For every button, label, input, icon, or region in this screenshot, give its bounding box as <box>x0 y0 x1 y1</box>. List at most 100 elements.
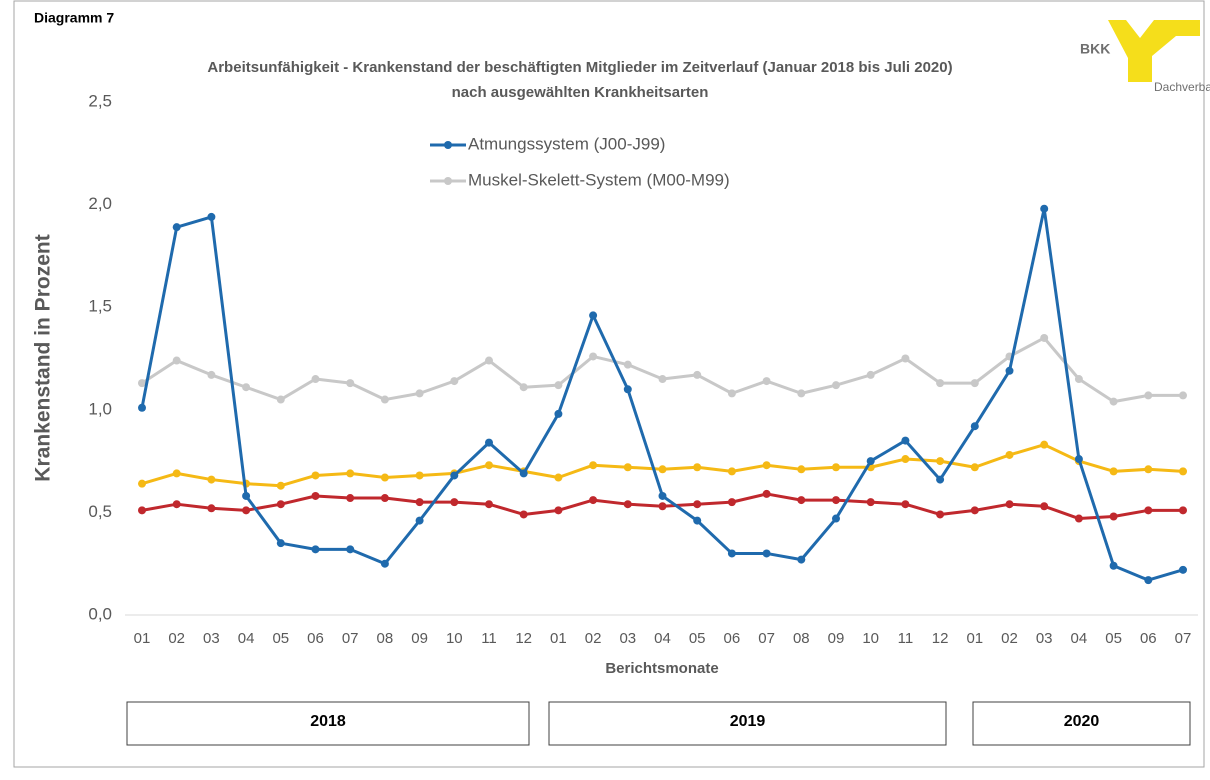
legend-marker <box>444 177 452 185</box>
data-point <box>519 510 528 519</box>
x-tick-label: 12 <box>932 630 949 647</box>
data-point <box>311 491 320 500</box>
data-point <box>623 463 632 472</box>
data-point <box>623 360 632 369</box>
data-point <box>936 457 945 466</box>
data-point <box>172 223 181 232</box>
data-point <box>658 375 667 384</box>
data-point <box>311 545 320 554</box>
y-tick-label: 1,0 <box>88 399 112 418</box>
data-point <box>172 469 181 478</box>
data-point <box>242 383 251 392</box>
data-point <box>311 375 320 384</box>
data-point <box>832 496 840 505</box>
x-tick-label: 02 <box>585 630 602 647</box>
data-point <box>693 370 702 379</box>
legend-label: Muskel-Skelett-System (M00-M99) <box>468 170 730 189</box>
x-tick-label: 01 <box>134 630 151 647</box>
data-point <box>1109 397 1118 406</box>
x-tick-label: 12 <box>515 630 532 647</box>
data-point <box>901 455 910 464</box>
data-point <box>866 498 875 507</box>
data-point <box>1144 576 1153 585</box>
data-point <box>1040 502 1049 511</box>
data-point <box>936 475 945 484</box>
data-point <box>346 494 355 503</box>
data-point <box>1040 333 1049 342</box>
data-point <box>519 469 528 478</box>
data-point <box>415 516 424 525</box>
data-point <box>1005 500 1014 509</box>
logo-subtitle: Dachverband <box>1154 80 1210 94</box>
data-point <box>1179 467 1187 476</box>
x-tick-label: 03 <box>203 630 220 647</box>
data-point <box>901 500 910 509</box>
data-point <box>380 559 389 568</box>
data-point <box>172 356 181 365</box>
data-point <box>554 506 563 515</box>
data-point <box>138 379 146 388</box>
x-tick-label: 04 <box>238 630 255 647</box>
data-point <box>242 506 251 515</box>
year-label: 2020 <box>1064 713 1100 730</box>
year-box <box>548 701 947 746</box>
data-point <box>762 461 771 470</box>
data-point <box>450 498 459 507</box>
data-point <box>762 549 771 558</box>
data-point <box>658 502 667 511</box>
data-point <box>589 496 598 505</box>
chart-subtitle: nach ausgewählten Krankheitsarten <box>452 84 709 101</box>
data-point <box>727 549 736 558</box>
data-point <box>207 370 216 379</box>
data-point <box>623 500 632 509</box>
x-tick-label: 03 <box>1036 630 1053 647</box>
data-point <box>485 500 493 509</box>
data-point <box>519 383 528 392</box>
year-box <box>126 701 530 746</box>
x-tick-label: 07 <box>342 630 359 647</box>
data-point <box>1109 561 1118 570</box>
data-point <box>276 539 285 548</box>
data-point <box>138 479 146 488</box>
x-tick-label: 06 <box>1140 630 1157 647</box>
year-label: 2018 <box>310 713 346 730</box>
x-tick-label: 05 <box>689 630 706 647</box>
data-point <box>380 473 389 482</box>
y-tick-label: 0,5 <box>88 502 112 521</box>
data-point <box>762 377 771 386</box>
data-point <box>380 395 389 404</box>
data-point <box>866 457 875 466</box>
legend-label: Atmungssystem (J00-J99) <box>468 134 665 153</box>
data-point <box>346 469 355 478</box>
data-point <box>1144 465 1153 474</box>
data-point <box>380 494 389 503</box>
x-tick-label: 01 <box>550 630 567 647</box>
data-point <box>276 500 285 509</box>
data-point <box>623 385 632 394</box>
data-point <box>450 377 459 386</box>
data-point <box>589 352 598 361</box>
x-tick-label: 07 <box>758 630 775 647</box>
data-point <box>1074 455 1083 464</box>
y-tick-label: 0,0 <box>88 604 112 623</box>
data-point <box>727 467 736 476</box>
x-tick-label: 09 <box>411 630 428 647</box>
legend-marker <box>444 141 452 149</box>
data-point <box>832 381 840 390</box>
data-point <box>450 471 459 480</box>
data-point <box>485 356 493 365</box>
data-point <box>415 471 424 480</box>
x-tick-label: 06 <box>724 630 741 647</box>
data-point <box>970 379 979 388</box>
data-point <box>554 473 563 482</box>
data-point <box>1109 467 1118 476</box>
figure-label: Diagramm 7 <box>34 10 114 26</box>
data-point <box>901 354 910 363</box>
data-point <box>276 481 285 490</box>
data-point <box>1179 391 1187 400</box>
logo-text: BKK <box>1080 41 1110 57</box>
data-point <box>970 422 979 431</box>
data-point <box>936 379 945 388</box>
